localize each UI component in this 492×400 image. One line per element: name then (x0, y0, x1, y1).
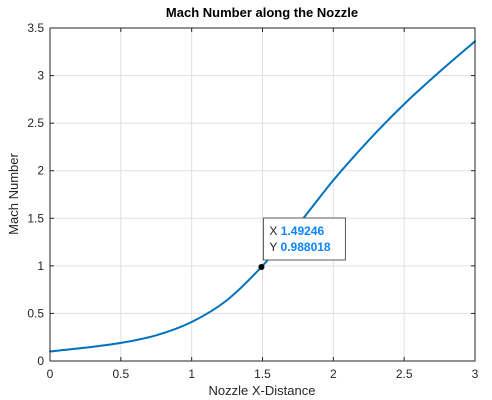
y-tick-label: 0 (37, 354, 44, 368)
y-axis-label: Mach Number (6, 153, 21, 235)
tick-marks (49, 27, 476, 362)
y-tick-label: 1 (37, 259, 44, 273)
datatip-y-row: Y 0.988018 (269, 240, 331, 254)
datatip-y-value: 0.988018 (281, 240, 331, 254)
datatip-x-row: X 1.49246 (269, 224, 324, 238)
y-tick-label: 3 (37, 69, 44, 83)
x-tick-label: 2.5 (396, 367, 413, 381)
datatip-box[interactable] (262, 217, 346, 261)
x-tick-label: 1.5 (254, 367, 271, 381)
y-tick-labels: 0 0.5 1 1.5 2 2.5 3 3.5 (27, 21, 44, 368)
chart-title: Mach Number along the Nozzle (166, 5, 358, 20)
y-tick-label: 0.5 (27, 306, 44, 320)
y-tick-label: 3.5 (27, 21, 44, 35)
datatip-marker[interactable] (258, 263, 265, 270)
datatip-x-value: 1.49246 (281, 224, 325, 238)
x-tick-label: 3 (472, 367, 479, 381)
y-tick-label: 2 (37, 164, 44, 178)
y-tick-label: 1.5 (27, 211, 44, 225)
datatip-x-prefix: X (269, 224, 280, 238)
datatip-y-prefix: Y (269, 240, 280, 254)
x-axis-label: Nozzle X-Distance (209, 383, 316, 398)
x-tick-label: 1 (188, 367, 195, 381)
x-tick-label: 0.5 (112, 367, 129, 381)
y-tick-label: 2.5 (27, 116, 44, 130)
x-tick-label: 0 (47, 367, 54, 381)
x-tick-labels: 0 0.5 1 1.5 2 2.5 3 (47, 367, 479, 381)
x-tick-label: 2 (330, 367, 337, 381)
